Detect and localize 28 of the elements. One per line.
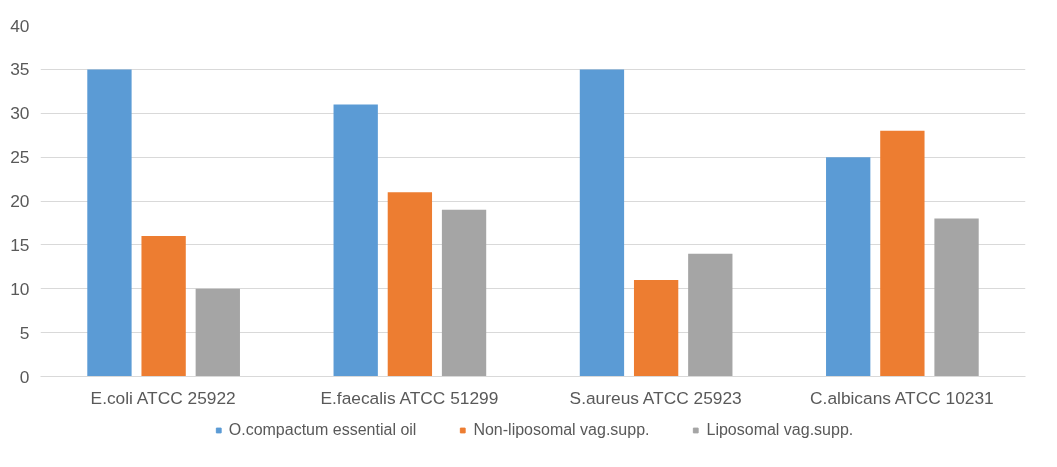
y-tick-label: 10 bbox=[10, 278, 30, 299]
bar bbox=[633, 279, 679, 377]
x-tick-label: C.albicans ATCC 10231 bbox=[810, 387, 994, 408]
y-tick-label: 40 bbox=[10, 15, 30, 36]
y-tick-label: 30 bbox=[10, 103, 30, 124]
bar bbox=[87, 69, 132, 377]
bar bbox=[934, 218, 979, 377]
legend-label: O.compactum essential oil bbox=[228, 421, 417, 439]
legend-label: Non-liposomal vag.supp. bbox=[473, 421, 650, 439]
bar bbox=[826, 157, 871, 377]
x-tick-label: E.faecalis ATCC 51299 bbox=[320, 387, 499, 408]
y-tick-label: 35 bbox=[10, 59, 30, 80]
legend-label: Liposomal vag.supp. bbox=[706, 421, 854, 439]
y-tick-label: 15 bbox=[10, 234, 30, 255]
bar bbox=[441, 209, 487, 377]
bar bbox=[333, 104, 378, 377]
bar bbox=[880, 130, 925, 377]
bar bbox=[195, 288, 240, 377]
bar bbox=[387, 192, 433, 377]
y-tick-label: 25 bbox=[10, 147, 30, 168]
x-tick-label: E.coli ATCC 25922 bbox=[90, 387, 236, 408]
bar bbox=[141, 236, 186, 377]
y-tick-label: 20 bbox=[10, 191, 30, 211]
y-tick-label: 5 bbox=[19, 322, 30, 343]
y-tick-label: 0 bbox=[19, 366, 30, 387]
bar bbox=[579, 69, 625, 377]
bar bbox=[688, 253, 733, 377]
x-tick-label: S.aureus ATCC 25923 bbox=[569, 387, 742, 408]
